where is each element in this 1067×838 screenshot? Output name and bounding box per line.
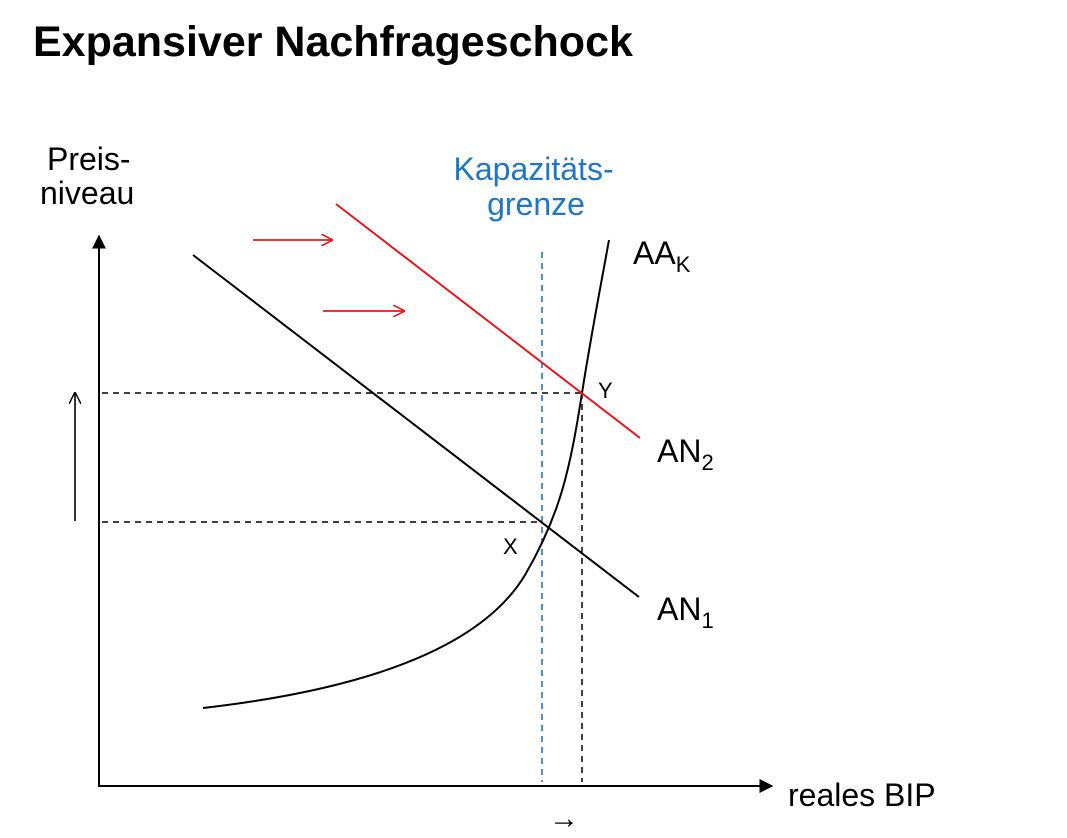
supply-curve-label: AAK <box>633 235 691 277</box>
output-increase-arrow: → <box>549 802 579 835</box>
x-axis-label: reales BIP <box>788 777 936 813</box>
demand-curve-an1 <box>192 254 640 598</box>
capacity-limit-label: Kapazitäts- grenze <box>454 151 623 222</box>
y-axis-label: Preis- niveau <box>40 141 139 211</box>
demand-old-label: AN1 <box>657 591 714 633</box>
demand-new-label: AN2 <box>657 433 714 475</box>
point-x-label: X <box>503 534 518 559</box>
demand-curve-an2 <box>335 203 641 439</box>
point-y-label: Y <box>598 378 613 403</box>
page-title: Expansiver Nachfrageschock <box>33 18 633 66</box>
supply-curve-aak <box>202 239 610 709</box>
